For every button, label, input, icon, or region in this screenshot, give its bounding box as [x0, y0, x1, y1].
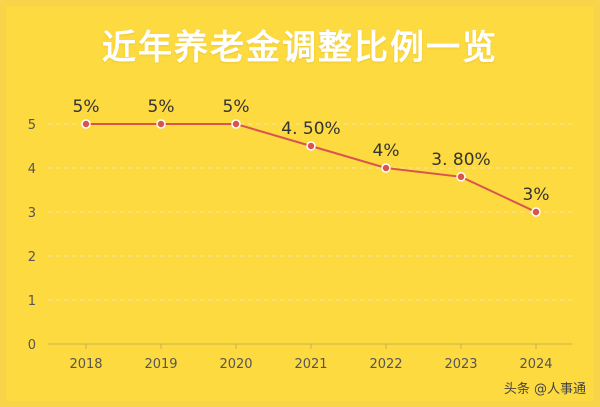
y-tick-label: 1: [28, 294, 36, 309]
y-tick-label: 4: [28, 162, 36, 177]
data-point: [231, 119, 241, 129]
data-point: [156, 119, 166, 129]
watermark: 头条 @人事通: [503, 382, 586, 397]
x-tick-label: 2024: [519, 357, 552, 372]
y-tick-label: 2: [28, 250, 36, 265]
data-label: 4. 50%: [281, 119, 340, 139]
data-label: 5%: [148, 97, 175, 117]
data-point: [306, 141, 316, 151]
data-point: [81, 119, 91, 129]
x-tick-label: 2018: [69, 357, 102, 372]
data-point: [456, 172, 466, 182]
data-label: 5%: [73, 97, 100, 117]
data-label: 5%: [223, 97, 250, 117]
x-tick-label: 2020: [219, 357, 252, 372]
data-point: [381, 163, 391, 173]
data-label: 3%: [523, 185, 550, 205]
data-point: [531, 207, 541, 217]
y-tick-label: 5: [28, 118, 36, 133]
data-label: 4%: [373, 141, 400, 161]
x-tick-label: 2019: [144, 357, 177, 372]
data-label: 3. 80%: [431, 150, 490, 170]
x-tick-label: 2022: [369, 357, 402, 372]
x-tick-label: 2023: [444, 357, 477, 372]
y-tick-label: 0: [28, 338, 36, 353]
chart-title: 近年养老金调整比例一览: [102, 28, 498, 68]
y-tick-label: 3: [28, 206, 36, 221]
x-tick-label: 2021: [294, 357, 327, 372]
chart-frame: [6, 6, 594, 401]
